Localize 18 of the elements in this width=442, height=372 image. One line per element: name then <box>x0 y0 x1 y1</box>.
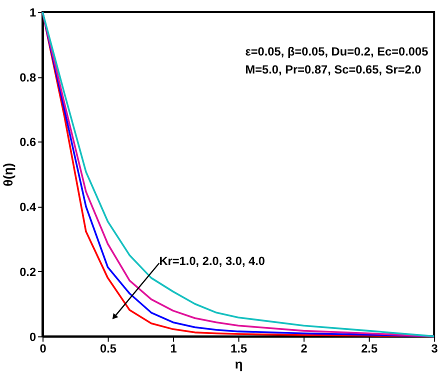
annotation: M=5.0, Pr=0.87, Sc=0.65, Sr=2.0 <box>245 62 422 76</box>
y-tick-label: 1 <box>29 5 36 20</box>
y-tick-label: 0 <box>29 330 36 344</box>
annotation: ε=0.05, β=0.05, Du=0.2, Ec=0.005 <box>245 44 429 58</box>
y-tick-label: 0.4 <box>20 200 36 214</box>
y-axis-title: θ(η) <box>0 162 16 186</box>
x-tick-label: 1.5 <box>230 342 248 356</box>
x-tick-label: 0 <box>40 342 47 356</box>
x-tick-label: 1 <box>170 342 178 356</box>
x-axis-title: η <box>234 356 243 372</box>
x-tick-label: 0.5 <box>100 342 117 356</box>
annotation: Kr=1.0, 2.0, 3.0, 4.0 <box>159 254 266 268</box>
y-tick-label: 0.2 <box>20 264 36 279</box>
x-tick-label: 3 <box>431 342 438 356</box>
y-tick-label: 0.6 <box>20 135 36 150</box>
x-tick-label: 2 <box>300 342 308 356</box>
y-tick-label: 0.8 <box>20 70 36 84</box>
x-tick-label: 2.5 <box>361 342 378 356</box>
